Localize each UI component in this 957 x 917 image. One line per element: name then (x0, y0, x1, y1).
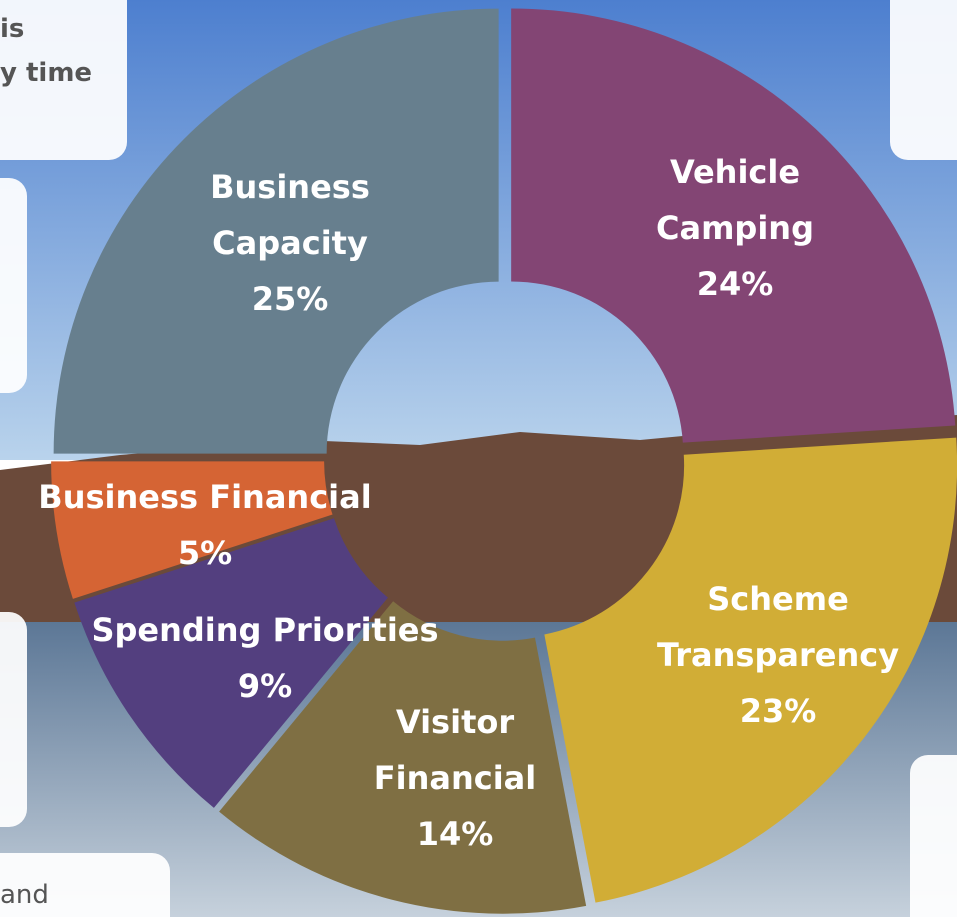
card-text: is (0, 14, 24, 44)
card (910, 755, 957, 917)
value-label: 24% (615, 256, 855, 312)
card (0, 178, 27, 393)
category-label: Business Financial (0, 469, 415, 525)
card-text: and (0, 880, 49, 910)
value-label: 25% (170, 271, 410, 327)
category-label: Business Capacity (170, 159, 410, 271)
category-label: Vehicle Camping (615, 144, 855, 256)
value-label: 5% (0, 525, 415, 581)
card-text: y time (0, 58, 92, 88)
card (890, 0, 957, 160)
value-label: 9% (45, 658, 485, 714)
category-label: Scheme Transparency (628, 571, 928, 683)
screen: is y time and (() => { const data = JSON… (0, 0, 957, 917)
page: {"chart_data": {"type": "donut", "catego… (0, 0, 957, 917)
card (0, 612, 27, 827)
category-label: Spending Priorities (45, 602, 485, 658)
value-label: 23% (628, 683, 928, 739)
value-label: 14% (335, 806, 575, 862)
